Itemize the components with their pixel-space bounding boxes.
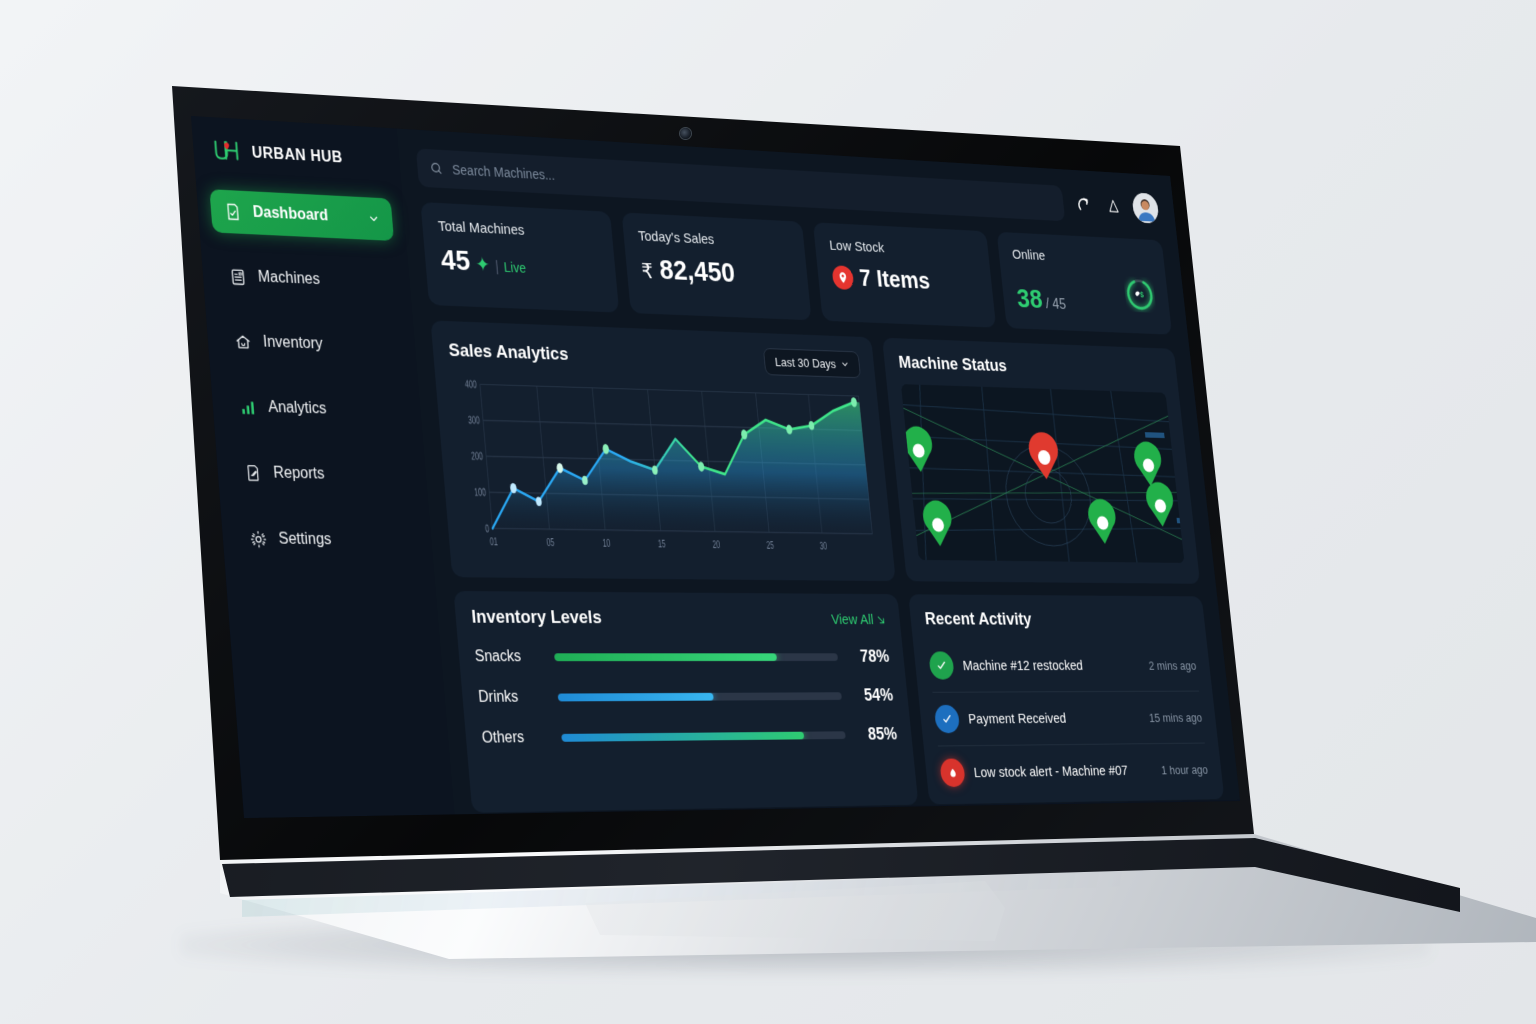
svg-text:15: 15 xyxy=(657,538,666,551)
svg-text:400: 400 xyxy=(464,378,477,391)
svg-text:0: 0 xyxy=(485,523,490,536)
svg-text:05: 05 xyxy=(546,537,555,550)
svg-text:100: 100 xyxy=(474,486,487,499)
svg-text:$: $ xyxy=(1140,291,1145,299)
svg-text:30: 30 xyxy=(819,540,827,553)
svg-text:300: 300 xyxy=(468,414,481,427)
svg-text:200: 200 xyxy=(471,450,484,463)
svg-text:25: 25 xyxy=(766,539,775,552)
svg-text:01: 01 xyxy=(489,536,498,549)
svg-text:10: 10 xyxy=(602,537,611,550)
svg-text:20: 20 xyxy=(712,539,721,552)
